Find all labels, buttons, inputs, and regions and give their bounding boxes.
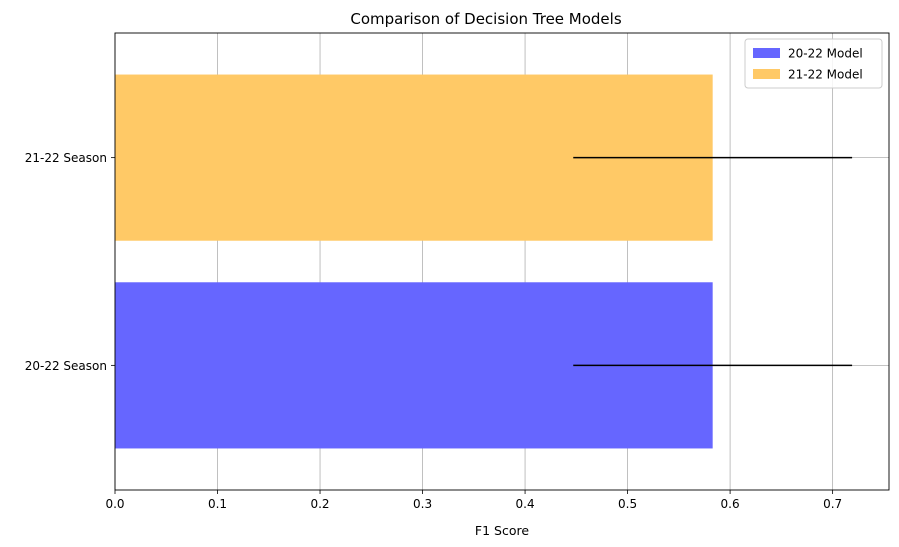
x-tick-label: 0.3 xyxy=(413,497,432,511)
axes-frame xyxy=(114,32,890,491)
x-tick-label: 0.5 xyxy=(618,497,637,511)
x-tick-label: 0.6 xyxy=(721,497,740,511)
x-tick-label: 0.1 xyxy=(208,497,227,511)
y-tick-label: 21-22 Season xyxy=(25,151,107,165)
chart-title: Comparison of Decision Tree Models xyxy=(350,10,621,28)
x-tick-label: 0.7 xyxy=(823,497,842,511)
plot-area: 0.0 0.1 0.2 0.3 0.4 0.5 0.6 0.7 20-22 Season 21-2… xyxy=(25,32,890,511)
x-tick-label: 0.2 xyxy=(310,497,329,511)
x-tick-label: 0.4 xyxy=(516,497,535,511)
legend-swatch xyxy=(753,48,780,58)
x-tick-label: 0.0 xyxy=(105,497,124,511)
legend-label: 21-22 Model xyxy=(788,68,863,82)
legend: 20-22 Model 21-22 Model xyxy=(744,38,883,89)
legend-swatch xyxy=(753,69,780,79)
y-tick-label: 20-22 Season xyxy=(25,359,107,373)
legend-label: 20-22 Model xyxy=(788,47,863,61)
x-axis-label: F1 Score xyxy=(475,523,529,538)
